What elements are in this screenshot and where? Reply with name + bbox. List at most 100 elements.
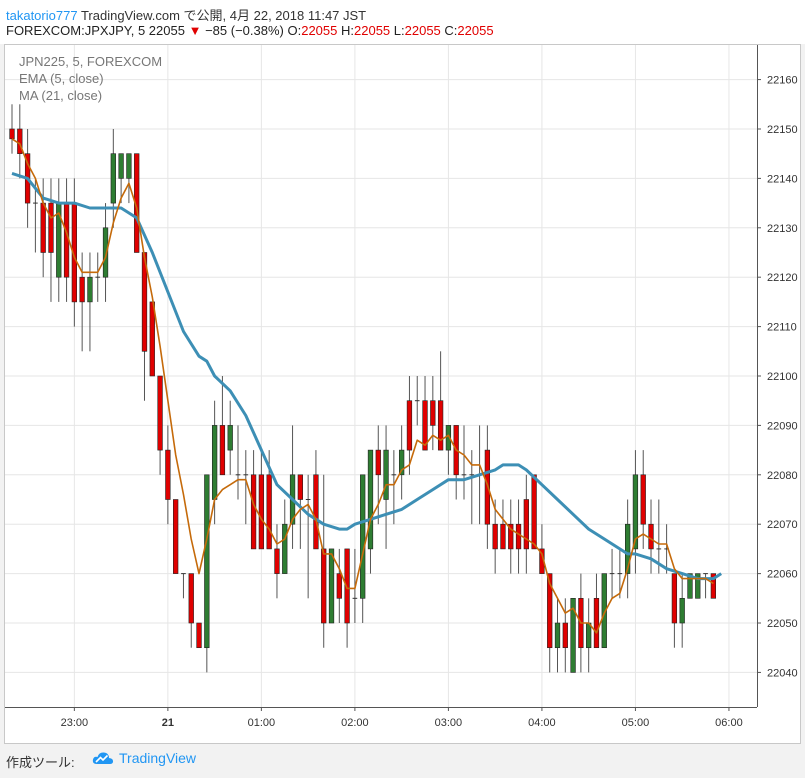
legend-ema: EMA (5, close) (19, 71, 104, 86)
open-value: 22055 (301, 23, 338, 38)
candlestick-chart[interactable]: 22040 22050 22060 22070 22080 22090 22100 22110… (5, 45, 800, 743)
candle-down (710, 573, 716, 599)
candle-up (399, 449, 405, 476)
x-tick-label: 05:00 (622, 717, 650, 729)
candle-down (48, 202, 54, 253)
candle-up (679, 598, 685, 624)
candle-down (547, 573, 553, 649)
candle-down (344, 548, 350, 624)
ema-line (11, 138, 714, 634)
candle-down (437, 400, 444, 451)
y-tick-label: 22080 (767, 470, 798, 482)
candle-up (625, 523, 631, 574)
y-tick-label: 22110 (767, 322, 797, 334)
y-tick-label: 22100 (767, 371, 798, 383)
legend-series: JPN225, 5, FOREXCOM (19, 54, 163, 69)
candle-down (17, 128, 23, 154)
price-change: −85 (−0.38%) (205, 23, 284, 38)
candle-down (336, 573, 342, 599)
candle-down (157, 375, 163, 451)
y-tick-label: 22160 (767, 75, 798, 87)
candle-up (383, 449, 389, 500)
y-tick-label: 22140 (767, 173, 798, 185)
candle-up (204, 474, 210, 649)
candle-down (500, 523, 506, 550)
x-tick-label: 03:00 (435, 717, 463, 729)
candle-up (367, 449, 374, 550)
candle-down (430, 400, 436, 426)
candle-up (601, 573, 607, 649)
y-tick-label: 22120 (767, 272, 798, 284)
ma-line (11, 171, 723, 581)
close-value: 22055 (457, 23, 494, 38)
cloud-icon (92, 752, 114, 764)
chart-panel[interactable]: 22040 22050 22060 22070 22080 22090 22100 22110… (4, 44, 801, 744)
symbol-price: FOREXCOM:JPXJPY, 5 22055 (6, 23, 185, 38)
candle-down (149, 301, 155, 377)
candle-down (165, 449, 171, 500)
candle-down (9, 128, 15, 140)
publish-line: takatorio777 TradingView.com で公開, 4月 22,… (6, 5, 366, 24)
candle-up (110, 153, 116, 204)
candle-down (173, 499, 179, 574)
publish-info: TradingView.com で公開, 4月 22, 2018 11:47 J… (80, 8, 367, 23)
candle-down (79, 276, 85, 303)
candle-down (406, 400, 413, 451)
y-tick-label: 22050 (767, 618, 798, 630)
candle-down (313, 474, 319, 550)
candle-down (671, 573, 678, 624)
candle-down (422, 400, 428, 451)
y-tick-label: 22090 (767, 420, 798, 432)
candle-down (40, 202, 46, 253)
y-tick-label: 22150 (767, 124, 798, 136)
x-tick-label: 02:00 (341, 717, 369, 729)
candle-up (360, 474, 366, 599)
x-tick-label: 01:00 (248, 717, 276, 729)
legend-ma: MA (21, close) (19, 88, 103, 103)
candle-up (695, 573, 701, 599)
tradingview-logo[interactable]: TradingView (92, 750, 196, 766)
candle-down (531, 474, 537, 550)
x-tick-label: 23:00 (61, 717, 89, 729)
candle-up (87, 276, 93, 303)
symbol-line: FOREXCOM:JPXJPY, 5 22055 ▼ −85 (−0.38%) … (6, 23, 494, 38)
x-tick-label: 06:00 (715, 717, 743, 729)
author-link[interactable]: takatorio777 (6, 8, 78, 23)
candle-down (640, 474, 646, 525)
candle-down (523, 499, 529, 550)
candle-up (211, 425, 218, 500)
candle-up (570, 598, 576, 673)
chart-header: takatorio777 TradingView.com で公開, 4月 22,… (0, 0, 805, 44)
candle-up (687, 573, 693, 599)
candle-down (196, 622, 202, 649)
candle-down (219, 425, 226, 476)
candle-down (593, 598, 600, 649)
candle-down (648, 523, 654, 550)
candle-up (118, 153, 124, 179)
footer-brand[interactable]: TradingView (119, 750, 197, 766)
high-label: H: (341, 23, 354, 38)
down-arrow-icon: ▼ (188, 23, 202, 38)
candle-down (250, 474, 257, 550)
candle-down (274, 548, 280, 574)
footer-label: 作成ツール: (6, 755, 75, 770)
candle-down (188, 573, 194, 624)
candle-up (227, 425, 233, 451)
y-tick-label: 22060 (767, 569, 798, 581)
y-tick-label: 22070 (767, 519, 798, 531)
candle-up (102, 227, 109, 278)
candle-up (328, 548, 335, 624)
candle-down (508, 523, 514, 550)
x-tick-label: 04:00 (528, 717, 556, 729)
candle-up (554, 622, 561, 649)
candle-up (445, 425, 452, 451)
candle-up (586, 622, 592, 649)
footer: 作成ツール: TradingView (0, 744, 805, 778)
open-label: O: (287, 23, 302, 38)
y-tick-label: 22040 (767, 667, 798, 679)
close-label: C: (444, 23, 458, 38)
candle-down (515, 523, 522, 550)
x-tick-label: 21 (162, 717, 174, 729)
y-tick-label: 22130 (767, 223, 798, 235)
candle-down (321, 548, 327, 624)
